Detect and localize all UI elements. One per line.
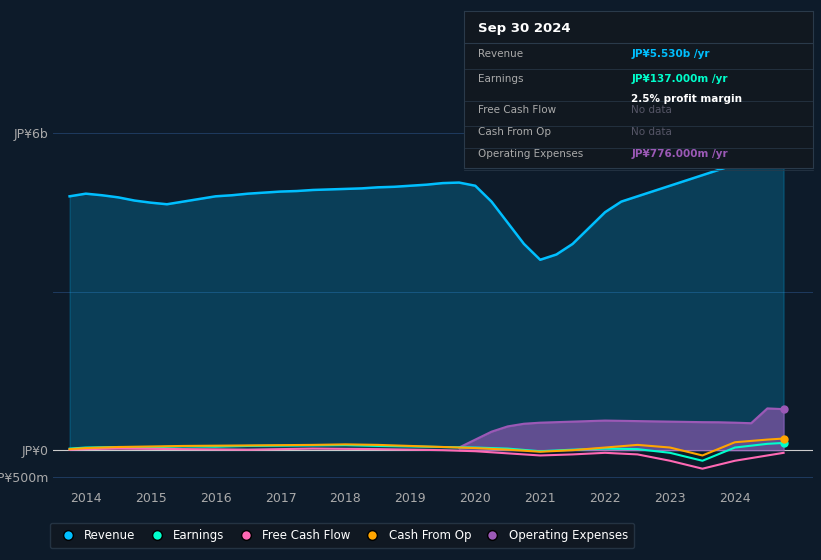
Text: No data: No data [631, 105, 672, 115]
Text: No data: No data [631, 127, 672, 137]
Text: JP¥5.530b /yr: JP¥5.530b /yr [631, 49, 710, 59]
Text: Sep 30 2024: Sep 30 2024 [478, 22, 571, 35]
Text: Cash From Op: Cash From Op [478, 127, 551, 137]
Legend: Revenue, Earnings, Free Cash Flow, Cash From Op, Operating Expenses: Revenue, Earnings, Free Cash Flow, Cash … [50, 523, 634, 548]
Text: Operating Expenses: Operating Expenses [478, 149, 583, 159]
Text: Free Cash Flow: Free Cash Flow [478, 105, 556, 115]
Text: Revenue: Revenue [478, 49, 523, 59]
Text: 2.5% profit margin: 2.5% profit margin [631, 94, 742, 104]
Text: JP¥776.000m /yr: JP¥776.000m /yr [631, 149, 728, 159]
Text: JP¥137.000m /yr: JP¥137.000m /yr [631, 74, 728, 84]
Text: Earnings: Earnings [478, 74, 523, 84]
